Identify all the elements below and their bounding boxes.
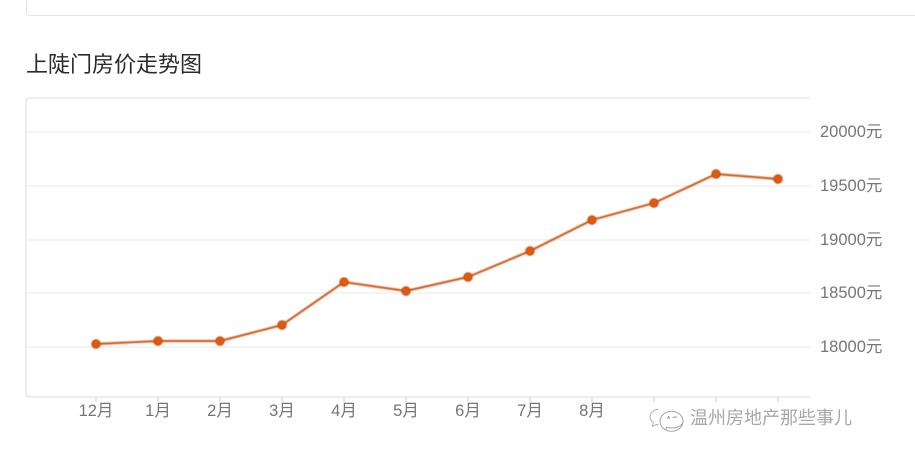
svg-text:19500元: 19500元 <box>820 177 882 195</box>
svg-text:4月: 4月 <box>331 402 357 420</box>
svg-text:温州房地产那些事儿: 温州房地产那些事儿 <box>690 408 852 428</box>
svg-text:3月: 3月 <box>269 402 295 420</box>
svg-text:20000元: 20000元 <box>820 123 882 141</box>
svg-text:6月: 6月 <box>455 402 481 420</box>
svg-text:18500元: 18500元 <box>820 284 882 302</box>
svg-text:12月: 12月 <box>79 402 114 420</box>
svg-text:5月: 5月 <box>393 402 419 420</box>
svg-text:1月: 1月 <box>145 402 171 420</box>
svg-text:8月: 8月 <box>579 402 605 420</box>
svg-text:7月: 7月 <box>517 402 543 420</box>
svg-text:18000元: 18000元 <box>820 338 882 356</box>
svg-text:19000元: 19000元 <box>820 231 882 249</box>
svg-text:2月: 2月 <box>207 402 233 420</box>
